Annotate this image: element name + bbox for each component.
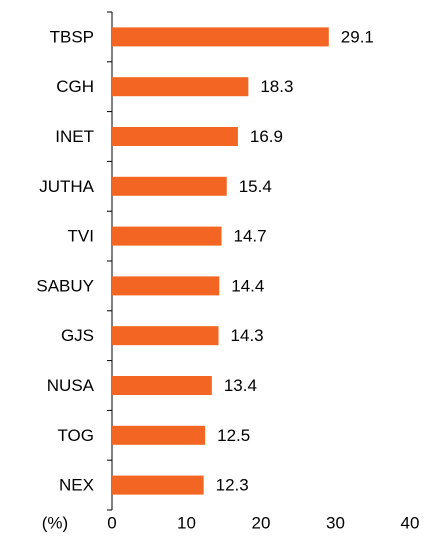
bar xyxy=(112,376,212,395)
data-label: 14.4 xyxy=(231,276,264,295)
bar xyxy=(112,77,249,97)
y-tick-label: CGH xyxy=(56,77,94,96)
bar xyxy=(112,425,206,445)
data-label: 29.1 xyxy=(341,27,374,46)
x-tick-label: 0 xyxy=(107,513,116,532)
bar xyxy=(112,226,222,246)
data-label: 12.3 xyxy=(216,476,249,495)
y-tick-label: JUTHA xyxy=(39,177,94,196)
y-tick-label: INET xyxy=(55,127,94,146)
y-tick-label: TBSP xyxy=(50,27,94,46)
data-label: 16.9 xyxy=(250,127,283,146)
bar xyxy=(112,27,329,47)
y-tick-label: GJS xyxy=(61,326,94,345)
x-axis-label: (%) xyxy=(42,513,68,532)
x-tick-label: 20 xyxy=(252,513,271,532)
x-tick-label: 10 xyxy=(177,513,196,532)
bar xyxy=(112,326,219,346)
data-label: 18.3 xyxy=(260,77,293,96)
y-tick-label: SABUY xyxy=(36,276,94,295)
bar xyxy=(112,176,227,196)
bar xyxy=(112,276,220,296)
data-label: 13.4 xyxy=(224,376,257,395)
data-label: 14.3 xyxy=(231,326,264,345)
x-tick-label: 40 xyxy=(401,513,420,532)
y-tick-label: NEX xyxy=(59,476,94,495)
bar xyxy=(112,127,238,146)
data-label: 12.5 xyxy=(217,426,250,445)
y-tick-label: TVI xyxy=(68,227,94,246)
x-tick-label: 30 xyxy=(326,513,345,532)
data-label: 15.4 xyxy=(239,177,272,196)
bar xyxy=(112,475,204,495)
y-tick-label: NUSA xyxy=(47,376,95,395)
y-tick-label: TOG xyxy=(57,426,94,445)
data-label: 14.7 xyxy=(234,227,267,246)
